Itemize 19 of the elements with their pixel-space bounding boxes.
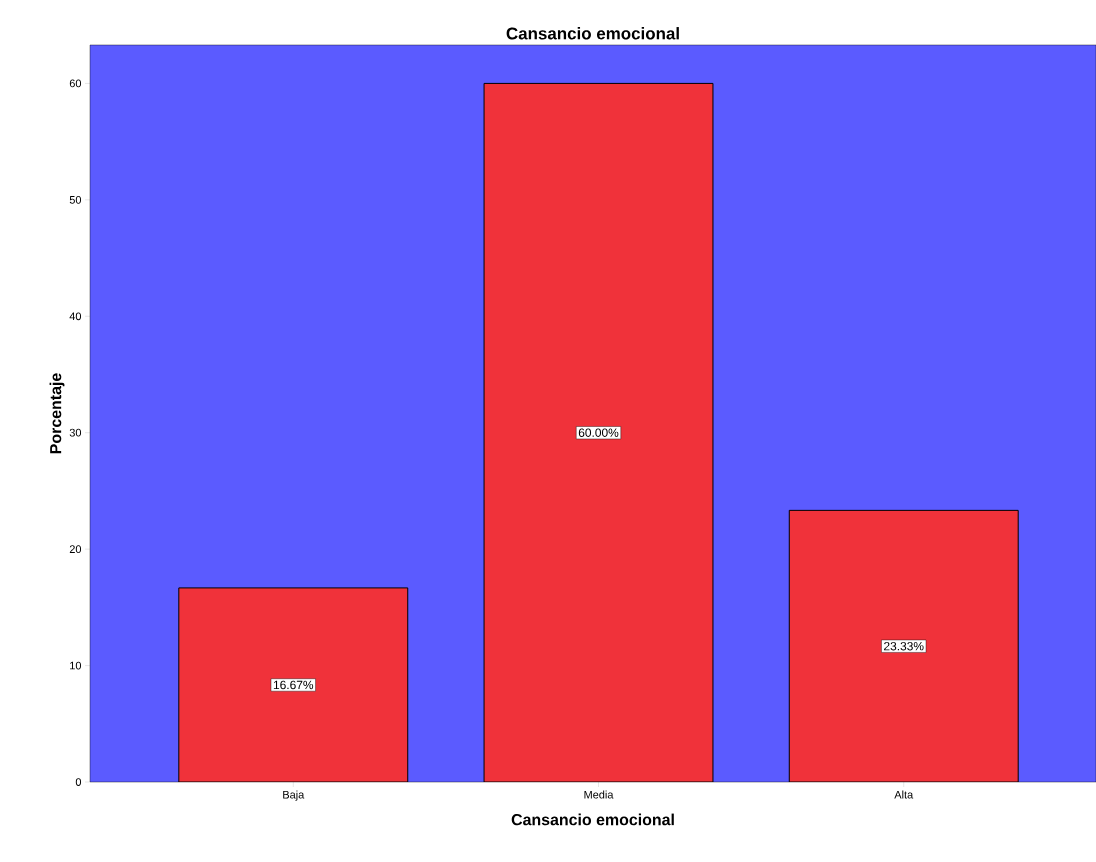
y-tick-label: 60: [69, 79, 82, 88]
data-label: 23.33%: [884, 641, 924, 651]
data-label: 16.67%: [273, 680, 314, 690]
bar: [788, 509, 1019, 782]
y-tick-label: 40: [69, 312, 82, 321]
x-tick-label: Media: [584, 790, 614, 799]
y-tick-label: 0: [75, 778, 82, 786]
x-tick-label: Baja: [283, 790, 305, 801]
data-label: 60.00%: [578, 428, 619, 437]
chart-title: Cansancio emocional: [506, 27, 679, 40]
y-tick-label: 30: [69, 428, 82, 437]
x-tick-label: Alta: [894, 790, 914, 799]
x-axis-title: Cansancio emocional: [511, 813, 674, 826]
bar: [178, 587, 409, 782]
y-tick-label: 50: [69, 195, 82, 204]
y-tick-label: 20: [69, 545, 82, 554]
y-axis-title: Porcentaje: [49, 373, 65, 454]
y-tick-label: 10: [70, 661, 82, 670]
bar: [483, 82, 714, 782]
